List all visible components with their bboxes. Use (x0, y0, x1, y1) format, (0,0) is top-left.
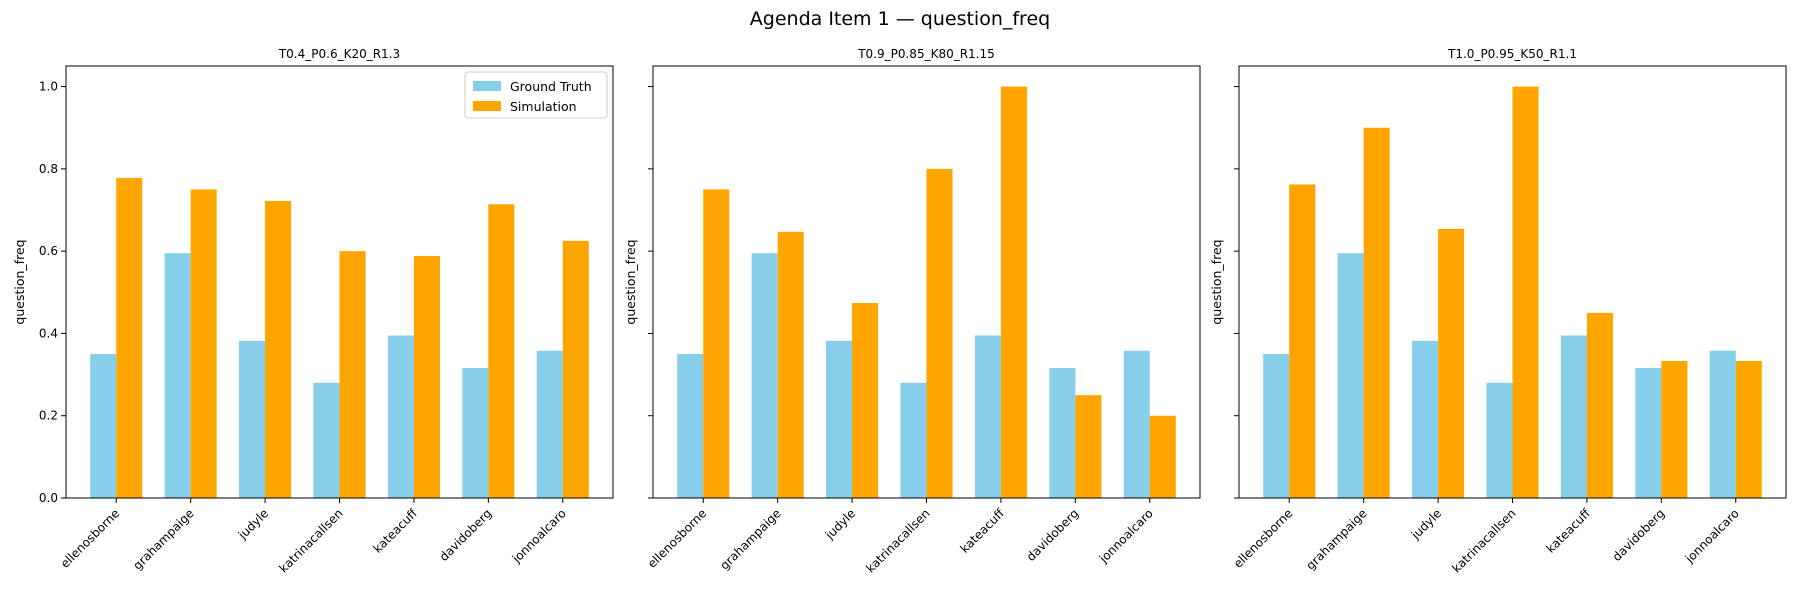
bar-simulation-grahampaige (777, 231, 804, 498)
x-tick-label: judyle (822, 506, 858, 542)
bar-ground-truth-jonnoalcaro (536, 350, 563, 498)
x-tick-label: jonnoalcaro (1096, 506, 1156, 566)
x-tick-label: kateacuff (958, 506, 1008, 556)
bar-simulation-davidoberg (488, 204, 515, 499)
bar-simulation-jonnoalcaro (1149, 415, 1176, 498)
bar-ground-truth-katrinacallsen (313, 382, 340, 498)
bar-simulation-jonnoalcaro (562, 240, 589, 498)
y-tick-label: 0.0 (39, 491, 58, 505)
x-tick-label: katrinacallsen (276, 506, 345, 575)
figure-title: Agenda Item 1 — question_freq (749, 8, 1051, 30)
x-tick-label: grahampaige (1303, 506, 1369, 572)
bar-simulation-grahampaige (190, 189, 217, 498)
y-axis-label: question_freq (623, 239, 638, 324)
subplot-title: T1.0_P0.95_K50_R1.1 (1447, 47, 1577, 61)
bar-simulation-katrinacallsen (339, 251, 366, 498)
bar-ground-truth-kateacuff (1560, 335, 1587, 498)
y-tick-label: 1.0 (39, 80, 58, 94)
bar-simulation-davidoberg (1075, 395, 1102, 498)
y-axis-label: question_freq (12, 239, 27, 324)
legend-swatch-ground-truth (473, 81, 501, 91)
bar-simulation-jonnoalcaro (1735, 360, 1762, 498)
bar-ground-truth-grahampaige (164, 253, 191, 498)
bar-ground-truth-ellenosborne (1263, 354, 1290, 498)
x-tick-label: kateacuff (371, 506, 421, 556)
x-tick-label: jonnoalcaro (1682, 506, 1742, 566)
x-tick-label: jonnoalcaro (509, 506, 569, 566)
x-tick-label: davidoberg (1610, 506, 1668, 564)
x-tick-label: ellenosborne (58, 506, 123, 571)
bar-ground-truth-katrinacallsen (900, 382, 927, 498)
y-tick-label: 0.4 (39, 326, 58, 340)
x-tick-label: kateacuff (1544, 506, 1594, 556)
bar-ground-truth-davidoberg (462, 367, 489, 498)
bar-simulation-katrinacallsen (1512, 86, 1539, 499)
x-tick-label: grahampaige (130, 506, 196, 572)
subplot-title: T0.4_P0.6_K20_R1.3 (278, 47, 400, 61)
bar-simulation-kateacuff (1586, 312, 1613, 498)
bar-ground-truth-ellenosborne (90, 354, 117, 498)
bar-simulation-ellenosborne (1289, 184, 1316, 498)
bar-simulation-grahampaige (1363, 127, 1390, 498)
bar-simulation-davidoberg (1661, 360, 1688, 498)
x-tick-label: davidoberg (437, 506, 495, 564)
bar-ground-truth-judyle (1412, 340, 1439, 498)
x-tick-label: grahampaige (717, 506, 783, 572)
bar-simulation-ellenosborne (703, 189, 730, 498)
bar-ground-truth-grahampaige (751, 253, 778, 498)
x-tick-label: judyle (1408, 506, 1444, 542)
bar-ground-truth-grahampaige (1337, 253, 1364, 498)
legend-swatch-simulation (473, 101, 501, 111)
bar-simulation-judyle (265, 200, 292, 498)
bar-ground-truth-judyle (239, 340, 266, 498)
y-axis-label: question_freq (1209, 239, 1224, 324)
x-tick-label: ellenosborne (1231, 506, 1296, 571)
legend-label: Simulation (510, 99, 577, 114)
bar-ground-truth-kateacuff (974, 335, 1001, 498)
bar-ground-truth-jonnoalcaro (1123, 350, 1150, 498)
x-tick-label: ellenosborne (645, 506, 710, 571)
x-tick-label: judyle (235, 506, 271, 542)
bar-ground-truth-judyle (826, 340, 853, 498)
bar-simulation-kateacuff (413, 256, 440, 498)
y-tick-label: 0.2 (39, 409, 58, 423)
x-tick-label: katrinacallsen (863, 506, 932, 575)
bar-ground-truth-kateacuff (387, 335, 414, 498)
bar-ground-truth-katrinacallsen (1486, 382, 1513, 498)
bar-ground-truth-davidoberg (1049, 367, 1076, 498)
bar-simulation-judyle (1438, 228, 1465, 498)
legend-label: Ground Truth (510, 79, 592, 94)
bar-simulation-katrinacallsen (926, 168, 953, 498)
x-tick-label: davidoberg (1024, 506, 1082, 564)
y-tick-label: 0.8 (39, 162, 58, 176)
bar-simulation-judyle (852, 302, 879, 498)
bar-ground-truth-ellenosborne (677, 354, 704, 498)
y-tick-label: 0.6 (39, 244, 58, 258)
bar-ground-truth-jonnoalcaro (1709, 350, 1736, 498)
bar-simulation-kateacuff (1000, 86, 1027, 499)
x-tick-label: katrinacallsen (1449, 506, 1518, 575)
bar-simulation-ellenosborne (116, 177, 143, 498)
subplot-title: T0.9_P0.85_K80_R1.15 (857, 47, 995, 61)
bar-ground-truth-davidoberg (1635, 367, 1662, 498)
